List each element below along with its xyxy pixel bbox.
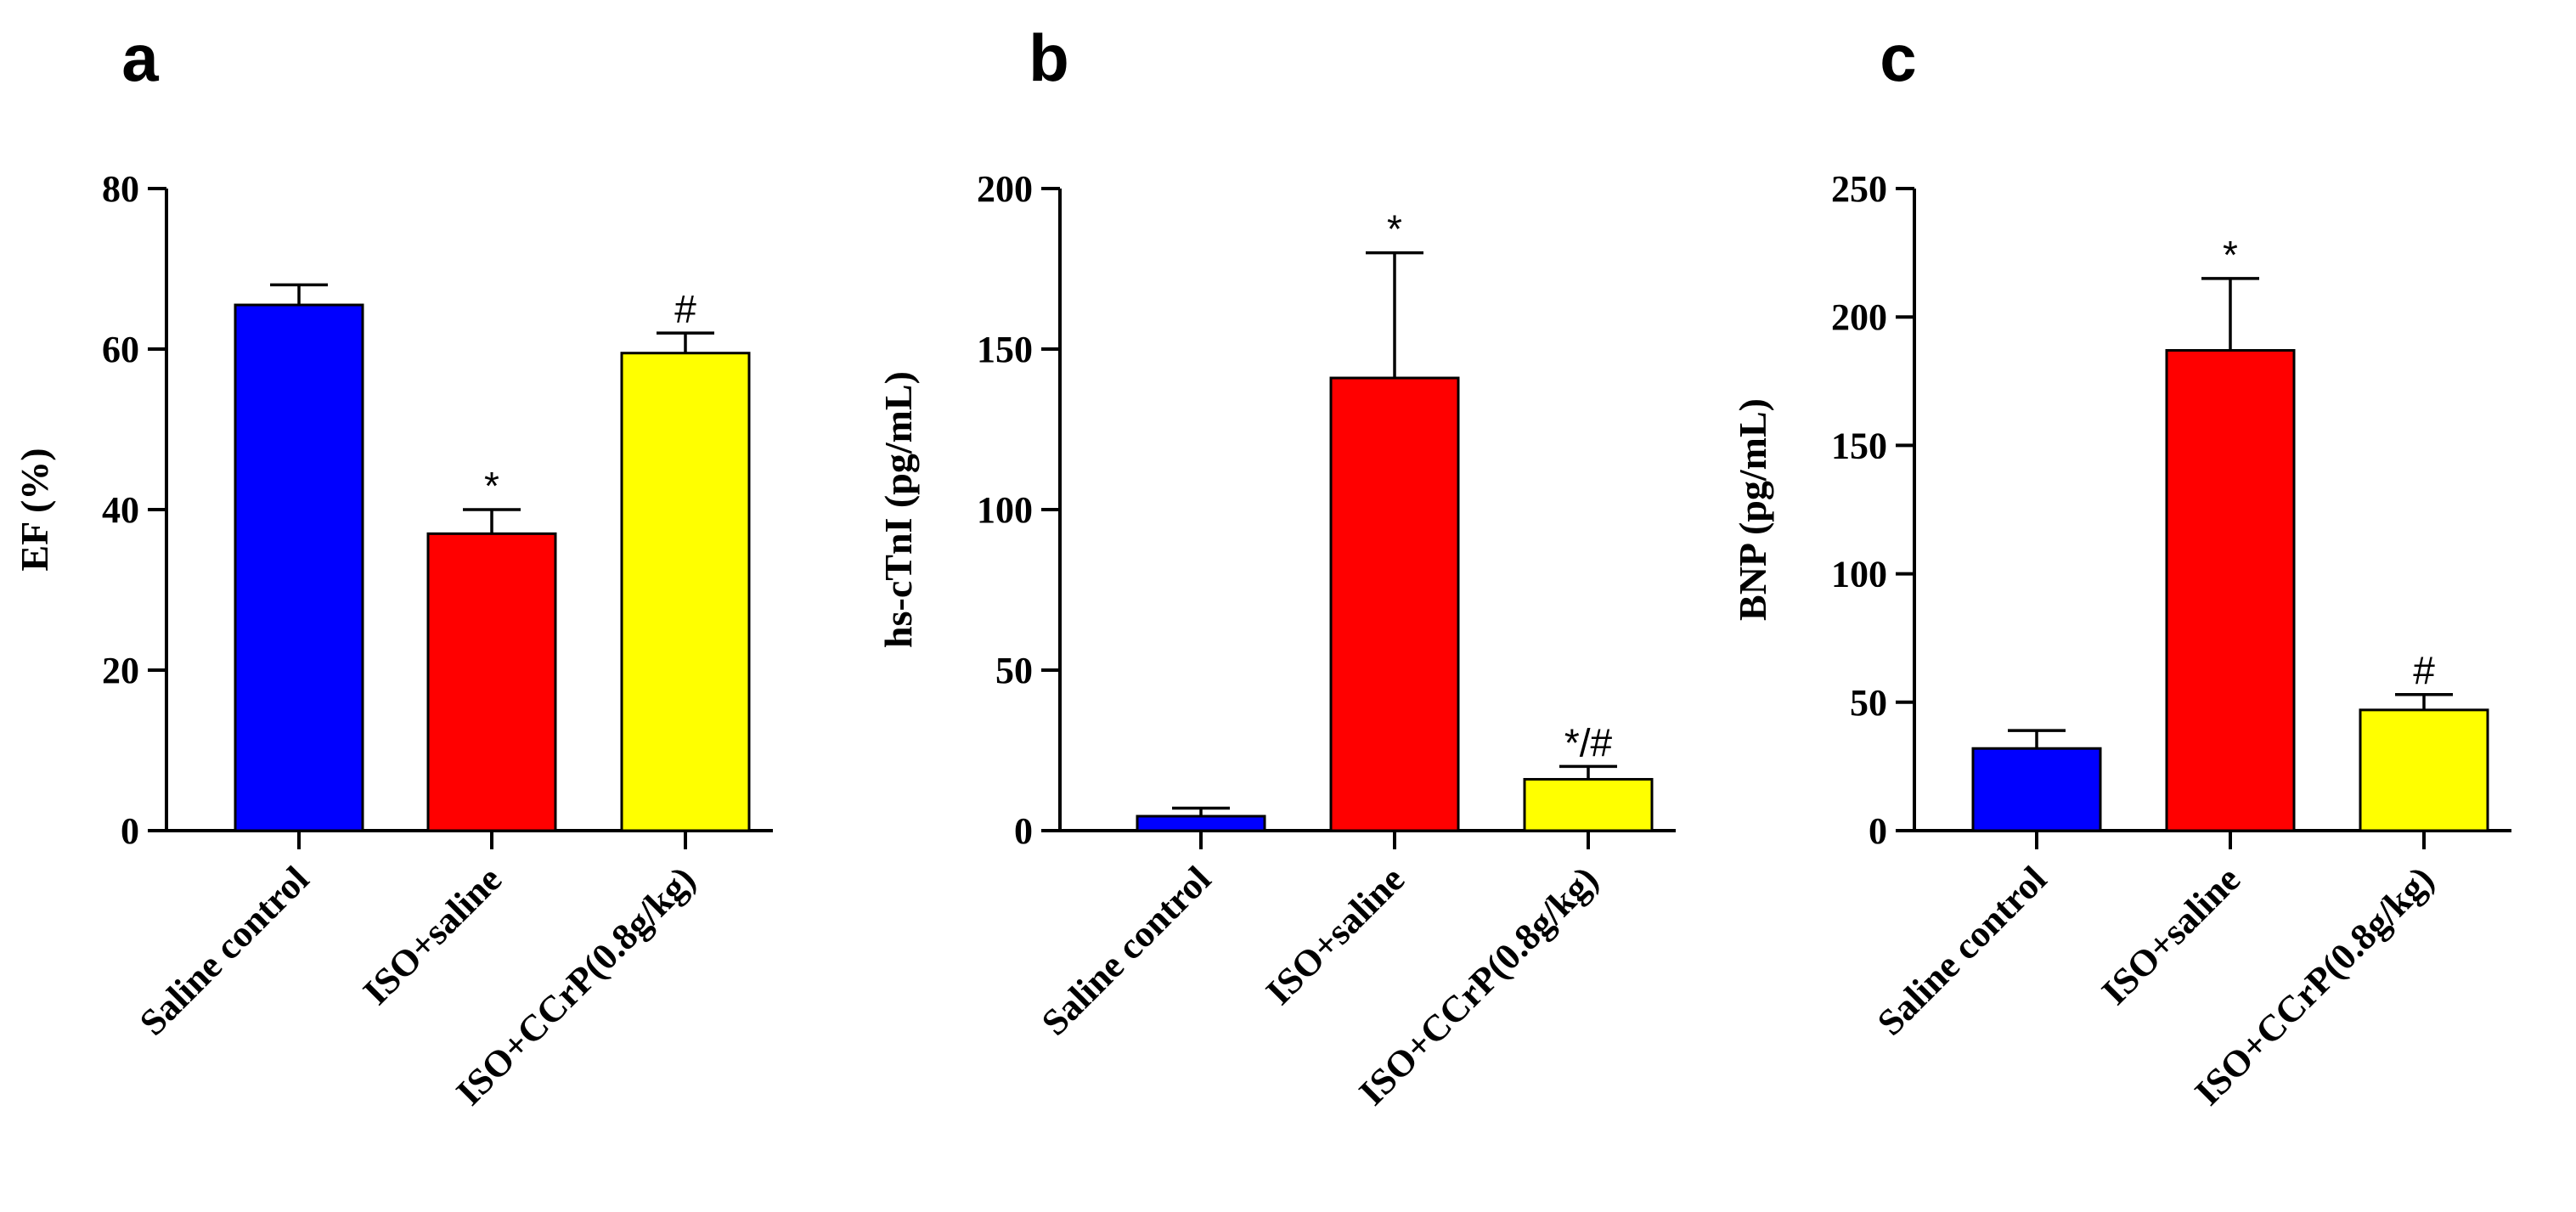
bar bbox=[426, 532, 557, 832]
y-tick-label: 80 bbox=[102, 168, 139, 210]
y-tick-label: 0 bbox=[1014, 810, 1033, 852]
chart-panel-c: c 0 50 100 150 200 250 BNP (pg/mL) Saline contro… bbox=[1731, 20, 2511, 1113]
y-tick-label: 200 bbox=[1831, 296, 1887, 338]
y-tick-label: 50 bbox=[1850, 682, 1887, 724]
bar bbox=[1329, 376, 1460, 832]
bar bbox=[2165, 349, 2296, 832]
significance-marker: */# bbox=[1564, 720, 1613, 764]
y-tick-label: 200 bbox=[977, 168, 1033, 210]
bar bbox=[234, 303, 364, 832]
significance-marker: * bbox=[1387, 207, 1402, 251]
y-axis-label: hs-cTnI (pg/mL) bbox=[877, 371, 920, 648]
significance-marker: # bbox=[2413, 649, 2435, 693]
x-tick-label: ISO+saline bbox=[355, 858, 510, 1012]
x-tick-label: ISO+saline bbox=[2094, 858, 2248, 1012]
y-tick-label: 50 bbox=[995, 650, 1033, 691]
y-tick-label: 20 bbox=[102, 650, 139, 691]
bar bbox=[1971, 747, 2102, 832]
y-tick-label: 60 bbox=[102, 329, 139, 370]
x-tick-label: Saline control bbox=[1869, 858, 2055, 1043]
y-axis-label: EF (%) bbox=[13, 448, 56, 571]
bar bbox=[1523, 778, 1654, 832]
bar bbox=[1136, 815, 1266, 832]
bar bbox=[2359, 708, 2489, 832]
significance-marker: * bbox=[484, 464, 499, 508]
panel-letter: a bbox=[121, 20, 159, 95]
y-tick-label: 250 bbox=[1831, 168, 1887, 210]
y-axis-label: BNP (pg/mL) bbox=[1731, 398, 1774, 621]
bar bbox=[620, 352, 751, 832]
y-tick-label: 100 bbox=[1831, 554, 1887, 595]
y-tick-label: 40 bbox=[102, 489, 139, 531]
x-tick-label: Saline control bbox=[1034, 858, 1219, 1043]
chart-panel-a: a 0 20 40 60 80 EF (%) Saline control * ISO+salin… bbox=[13, 20, 773, 1113]
y-tick-label: 100 bbox=[977, 489, 1033, 531]
x-tick-label: Saline control bbox=[132, 858, 317, 1043]
significance-marker: # bbox=[674, 287, 696, 331]
significance-marker: * bbox=[2223, 233, 2238, 277]
y-tick-label: 0 bbox=[121, 810, 139, 852]
panel-letter: b bbox=[1029, 20, 1069, 95]
y-tick-label: 150 bbox=[977, 329, 1033, 370]
panel-letter: c bbox=[1880, 20, 1916, 95]
chart-panel-b: b 0 50 100 150 200 hs-cTnI (pg/mL) Saline contr… bbox=[877, 20, 1676, 1113]
y-tick-label: 0 bbox=[1869, 810, 1887, 852]
x-tick-label: ISO+saline bbox=[1258, 858, 1412, 1012]
y-tick-label: 150 bbox=[1831, 425, 1887, 466]
